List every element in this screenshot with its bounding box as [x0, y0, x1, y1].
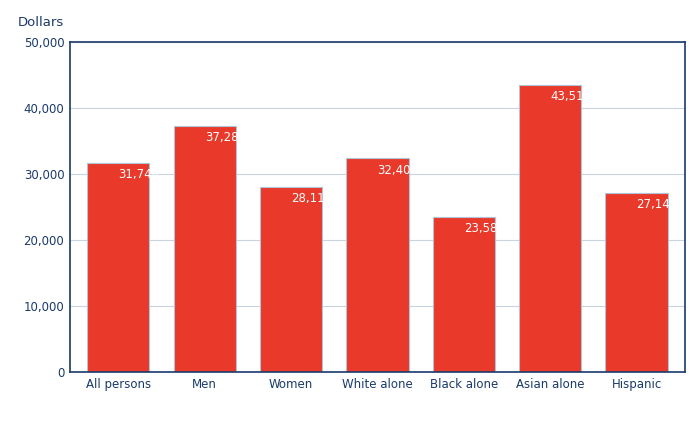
Text: 32,400: 32,400	[377, 164, 418, 177]
Text: 23,580: 23,580	[464, 222, 505, 235]
Text: 43,512: 43,512	[550, 91, 591, 103]
Text: 27,142: 27,142	[637, 198, 678, 212]
Text: 31,744: 31,744	[118, 168, 159, 181]
Text: 37,288: 37,288	[205, 132, 245, 145]
Bar	[433, 217, 495, 372]
Bar	[605, 193, 668, 372]
Text: Dollars: Dollars	[17, 16, 64, 29]
Bar	[173, 126, 236, 372]
Bar	[87, 163, 150, 372]
Bar	[519, 85, 582, 372]
Text: 28,114: 28,114	[291, 192, 332, 205]
Bar	[347, 159, 408, 372]
Bar	[260, 187, 322, 372]
